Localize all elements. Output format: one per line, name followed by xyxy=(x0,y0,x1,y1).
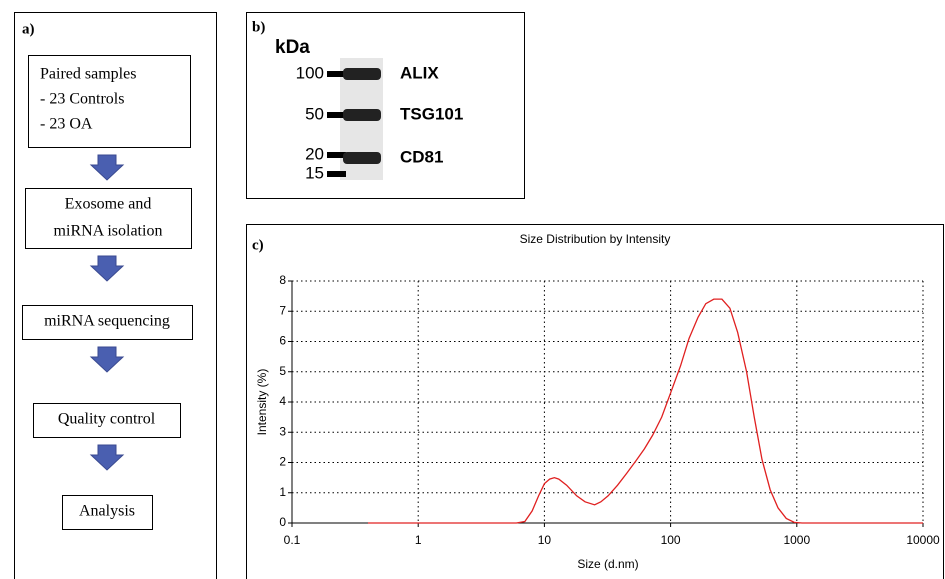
x-tick-label: 10000 xyxy=(906,533,940,547)
band-label: CD81 xyxy=(400,147,443,166)
x-tick-label: 10 xyxy=(538,533,552,547)
y-tick-label: 3 xyxy=(279,424,286,438)
band-label: TSG101 xyxy=(400,104,463,123)
y-tick-label: 2 xyxy=(279,455,286,469)
flow-text: miRNA isolation xyxy=(54,223,163,240)
y-tick-label: 0 xyxy=(279,515,286,529)
marker-label: 15 xyxy=(305,163,324,182)
flow-text: Quality control xyxy=(58,411,156,428)
band xyxy=(343,152,381,164)
chart-title: Size Distribution by Intensity xyxy=(520,232,671,246)
x-tick-label: 100 xyxy=(661,533,681,547)
y-tick-label: 7 xyxy=(279,303,286,317)
x-axis-label: Size (d.nm) xyxy=(577,557,638,571)
panel-label: c) xyxy=(252,237,264,253)
unit-label: kDa xyxy=(275,37,310,58)
y-tick-label: 5 xyxy=(279,364,286,378)
flow-text: Analysis xyxy=(79,503,135,520)
y-tick-label: 4 xyxy=(279,394,286,408)
y-tick-label: 1 xyxy=(279,485,286,499)
panel-label: b) xyxy=(252,19,265,35)
marker-bar xyxy=(327,171,346,177)
band-label: ALIX xyxy=(400,63,439,82)
band xyxy=(343,109,381,121)
marker-label: 20 xyxy=(305,144,324,163)
marker-label: 50 xyxy=(305,104,324,123)
panel-label: a) xyxy=(22,21,35,37)
flow-text: Paired samples xyxy=(40,66,136,83)
x-tick-label: 1 xyxy=(415,533,422,547)
y-tick-label: 8 xyxy=(279,273,286,287)
x-tick-label: 0.1 xyxy=(284,533,301,547)
y-axis-label: Intensity (%) xyxy=(255,369,269,436)
figure: a) Paired samples - 23 Controls - 23 OA E… xyxy=(0,0,945,579)
flow-text: miRNA sequencing xyxy=(44,313,170,330)
marker-label: 100 xyxy=(296,63,324,82)
x-tick-label: 1000 xyxy=(783,533,810,547)
flow-text: - 23 Controls xyxy=(40,91,124,108)
flow-text: - 23 OA xyxy=(40,116,93,133)
band xyxy=(343,68,381,80)
flow-text: Exosome and xyxy=(65,196,152,213)
y-tick-label: 6 xyxy=(279,334,286,348)
